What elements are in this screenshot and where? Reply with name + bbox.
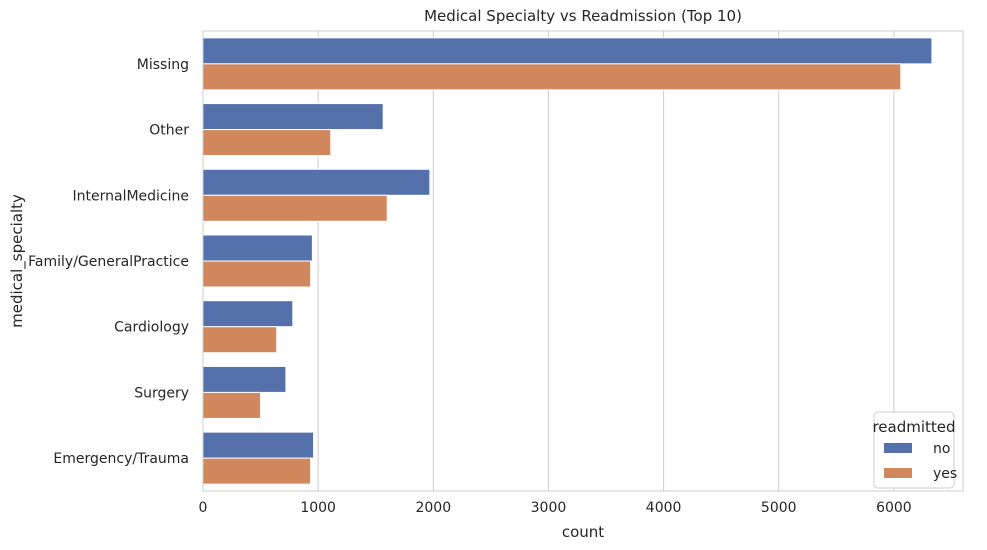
legend-swatch-yes — [884, 468, 912, 478]
legend-label-yes: yes — [933, 466, 957, 482]
plot-frame — [202, 30, 964, 492]
y-tick-label: Other — [149, 123, 189, 139]
bar-no — [202, 103, 384, 131]
bar-yes — [202, 260, 312, 288]
bar-yes — [202, 326, 278, 354]
bar-yes — [202, 457, 312, 485]
y-axis-label: medical_specialty — [8, 194, 27, 328]
y-tick-labels: Missing Other InternalMedicine Family/Gener… — [28, 57, 189, 467]
x-tick-label: 6000 — [876, 500, 912, 516]
y-tick-label: InternalMedicine — [73, 188, 190, 204]
bar-no — [202, 234, 313, 262]
y-tick-label: Surgery — [134, 385, 189, 401]
bar-yes — [202, 129, 332, 157]
bar-yes — [202, 63, 902, 91]
x-tick-label: 2000 — [415, 500, 451, 516]
bar-no — [202, 168, 431, 196]
chart-title: Medical Specialty vs Readmission (Top 10… — [424, 7, 742, 25]
y-tick-label: Emergency/Trauma — [53, 451, 189, 467]
bar-yes — [202, 194, 388, 222]
bar-yes — [202, 391, 262, 419]
legend-swatch-no — [884, 443, 912, 453]
x-tick-label: 5000 — [761, 500, 797, 516]
bar-no — [202, 300, 294, 328]
legend-label-no: no — [933, 441, 950, 457]
y-tick-label: Missing — [137, 57, 189, 73]
legend-title: readmitted — [872, 418, 955, 436]
x-tick-label: 1000 — [300, 500, 336, 516]
x-tick-label: 4000 — [646, 500, 682, 516]
x-tick-labels: 0 1000 2000 3000 4000 5000 6000 — [199, 500, 912, 516]
bar-no — [202, 431, 315, 459]
bar-no — [202, 37, 933, 65]
y-tick-label: Family/GeneralPractice — [28, 254, 189, 270]
bars — [202, 37, 933, 485]
x-axis-label: count — [562, 523, 604, 541]
legend: readmitted no yes — [872, 411, 957, 489]
y-tick-label: Cardiology — [114, 320, 189, 336]
x-tick-label: 3000 — [531, 500, 567, 516]
bar-no — [202, 365, 287, 393]
x-tick-label: 0 — [199, 500, 208, 516]
